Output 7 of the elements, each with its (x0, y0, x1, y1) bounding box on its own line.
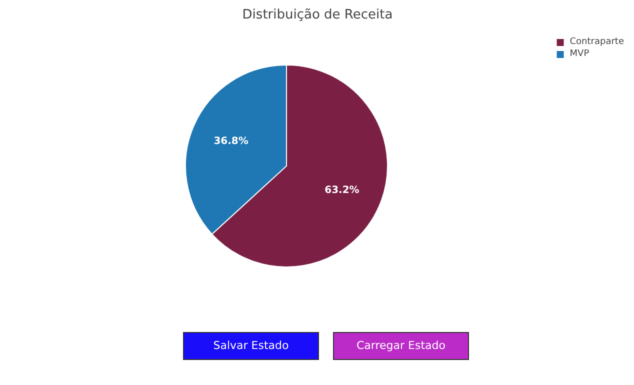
data-label: 63.2% (324, 185, 360, 196)
legend-label: MVP (570, 49, 590, 59)
text: Salvar Estado (213, 338, 289, 354)
legend-label: Contraparte (570, 37, 624, 47)
data-label: 36.8% (214, 136, 248, 147)
text: Carregar Estado (356, 338, 446, 354)
chart-title: Distribuição de Receita (242, 8, 393, 22)
